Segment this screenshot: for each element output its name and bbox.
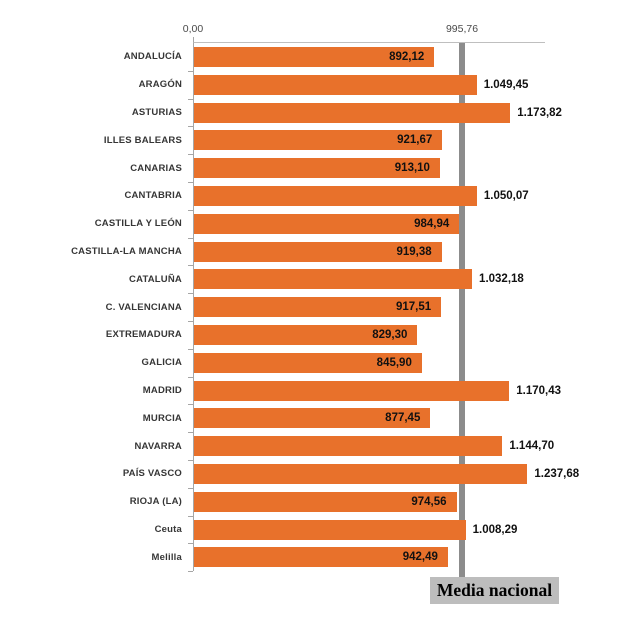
value-label: 1.032,18 — [479, 273, 524, 286]
value-label: 921,67 — [397, 134, 433, 147]
bar-row: EXTREMADURA 829,30 — [106, 321, 545, 350]
bar: 892,12 — [194, 47, 435, 67]
bar-row: C. VALENCIANA 917,51 — [106, 293, 545, 322]
bar-row: RIOJA (LA) 974,56 — [130, 488, 545, 517]
bar: 829,30 — [194, 324, 418, 345]
bar — [194, 380, 510, 401]
value-label: 1.144,70 — [509, 440, 555, 453]
value-label: 1.237,68 — [534, 467, 580, 480]
bar-row: MURCIA 877,45 — [143, 404, 545, 433]
category-label: CANTABRIA — [124, 190, 182, 202]
value-label: 892,12 — [389, 51, 425, 63]
bar: 913,10 — [194, 158, 440, 179]
value-label: 917,51 — [395, 301, 432, 314]
category-label: MADRID — [142, 384, 182, 396]
axis-tick-label-zero: 0,00 — [182, 23, 204, 35]
bar-row: ILLES BALEARS 921,67 — [104, 126, 545, 155]
bar-row: GALICIA 845,90 — [142, 349, 545, 378]
bar — [194, 185, 477, 206]
bar-row: CANARIAS 913,10 — [130, 154, 545, 183]
value-label: 877,45 — [385, 412, 421, 425]
bar — [194, 269, 473, 290]
bar-row: CATALUÑA 1.032,18 — [129, 265, 545, 294]
value-label: 919,38 — [396, 245, 432, 258]
bar-row: CASTILLA-LA MANCHA 919,38 — [71, 238, 545, 267]
bar — [194, 74, 477, 95]
value-label: 942,49 — [402, 551, 438, 564]
axis-tick-mark-zero — [193, 37, 194, 42]
national-average-reference-line — [459, 43, 466, 578]
value-label: 1.173,82 — [517, 106, 562, 119]
value-label: 845,90 — [376, 356, 412, 369]
bar: 984,94 — [194, 213, 460, 234]
bar-row: ASTURIAS 1.173,82 — [132, 99, 562, 128]
bar-row: PAÍS VASCO 1.237,68 — [123, 460, 579, 489]
bar-row: CANTABRIA 1.050,07 — [124, 182, 545, 211]
value-label: 1.008,29 — [472, 523, 518, 536]
category-label: NAVARRA — [134, 440, 182, 452]
category-label: Ceuta — [154, 523, 182, 535]
bar-row: MADRID 1.170,43 — [143, 377, 561, 406]
bar — [194, 102, 511, 123]
category-label: RIOJA (LA) — [129, 496, 182, 508]
category-label: CASTILLA-LA MANCHA — [71, 245, 182, 257]
category-label: CATALUÑA — [129, 273, 182, 285]
bar: 942,49 — [194, 547, 448, 568]
bar-row: CASTILLA Y LEÓN 984,94 — [95, 210, 545, 239]
category-label: Melilla — [151, 551, 182, 563]
category-label: C. VALENCIANA — [105, 301, 182, 313]
bar-row: NAVARRA 1.144,70 — [135, 432, 554, 461]
bar: 921,67 — [194, 130, 443, 151]
bar: 917,51 — [194, 297, 442, 318]
national-average-annotation: Media nacional — [430, 577, 559, 604]
bar — [194, 436, 503, 457]
value-label: 984,94 — [414, 217, 450, 230]
category-label: ASTURIAS — [131, 106, 182, 118]
plot-area: ANDALUCÍA 892,12 ARAGÓN 1.049,45 ASTURIAS 1.1… — [71, 42, 579, 578]
category-label: ARAGÓN — [138, 79, 182, 91]
value-label: 1.170,43 — [516, 384, 562, 397]
bar-row: Melilla 942,49 — [152, 543, 545, 572]
value-label: 974,56 — [411, 495, 447, 508]
axis-tick-label-mean: 995,76 — [445, 23, 479, 35]
category-label: CANARIAS — [130, 162, 182, 174]
bar-row: ARAGÓN 1.049,45 — [139, 71, 545, 100]
value-label: 913,10 — [394, 162, 430, 175]
bar — [194, 463, 528, 484]
category-label: EXTREMADURA — [105, 329, 182, 341]
bar — [194, 519, 466, 540]
category-label: MURCIA — [142, 412, 182, 424]
bar-rows: ANDALUCÍA 892,12 ARAGÓN 1.049,45 ASTURIAS 1.1… — [71, 43, 579, 572]
bar-row: Ceuta 1.008,29 — [155, 516, 545, 545]
category-label: CASTILLA Y LEÓN — [94, 218, 182, 230]
bar: 919,38 — [194, 241, 442, 262]
category-label: PAÍS VASCO — [122, 468, 182, 480]
value-label: 1.050,07 — [483, 189, 529, 202]
bar: 845,90 — [194, 352, 422, 373]
value-label: 1.049,45 — [483, 78, 529, 91]
category-label: ANDALUCÍA — [123, 51, 182, 63]
bar: 974,56 — [194, 491, 457, 512]
bar: 877,45 — [194, 408, 431, 429]
bar-row: ANDALUCÍA 892,12 — [124, 43, 545, 72]
category-label: ILLES BALEARS — [103, 134, 182, 146]
category-label: GALICIA — [141, 357, 182, 369]
value-label: 829,30 — [372, 328, 408, 341]
